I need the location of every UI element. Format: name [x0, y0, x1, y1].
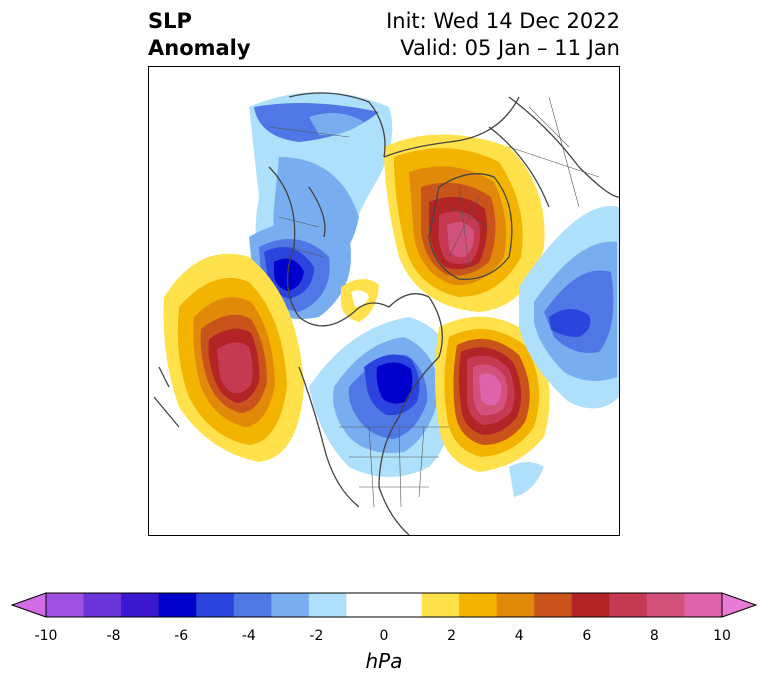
colorbar-segment: [346, 593, 385, 617]
colorbar-segment: [308, 593, 347, 617]
colorbar-segments: [46, 593, 723, 617]
coastlines: [153, 92, 619, 535]
colorbar-segment: [196, 593, 235, 617]
high-anomaly-atlantic: [435, 316, 550, 472]
colorbar-segment: [384, 593, 423, 617]
colorbar-segment: [121, 593, 160, 617]
map-panel: [148, 66, 620, 536]
chart-title-right: Init: Wed 14 Dec 2022 Valid: 05 Jan – 11…: [386, 8, 620, 62]
colorbar-segment: [233, 593, 272, 617]
low-anomaly-europe: [249, 92, 393, 319]
colorbar-segment: [271, 593, 310, 617]
colorbar-tick-label: 10: [713, 628, 731, 644]
colorbar-tick-label: -8: [106, 628, 121, 644]
colorbar-tick-label: -4: [241, 628, 256, 644]
high-anomaly-arctic: [384, 134, 545, 312]
colorbar-tick-label: 2: [447, 628, 457, 644]
colorbar-tick-label: 4: [514, 628, 524, 644]
colorbar-low-extend: [10, 592, 47, 618]
colorbar-segment: [684, 593, 723, 617]
colorbar-tick-label: 0: [379, 628, 389, 644]
high-anomaly-pacific: [163, 253, 304, 462]
colorbar-units-label: hPa: [365, 649, 403, 673]
colorbar-outline: [45, 592, 723, 618]
colorbar-tick-label: -2: [309, 628, 324, 644]
small-high-anomaly: [341, 278, 379, 322]
colorbar-tick-label: -10: [34, 628, 58, 644]
colorbar-segment: [609, 593, 648, 617]
colorbar-tick-label: -6: [174, 628, 189, 644]
colorbar-segment: [459, 593, 498, 617]
title-line-1: SLP: [148, 9, 192, 33]
colorbar-segment: [158, 593, 197, 617]
colorbar-segment: [421, 593, 460, 617]
colorbar-tick-label: 8: [649, 628, 659, 644]
colorbar-segment: [496, 593, 535, 617]
valid-date-label: Valid: 05 Jan – 11 Jan: [400, 36, 620, 60]
colorbar: [10, 592, 758, 618]
colorbar-high-extend: [721, 592, 758, 618]
colorbar-segment: [534, 593, 573, 617]
title-line-2: Anomaly: [148, 36, 251, 60]
colorbar-segment: [571, 593, 610, 617]
borders: [268, 96, 600, 508]
colorbar-segment: [646, 593, 685, 617]
colorbar-tick-label: 6: [582, 628, 592, 644]
init-date-label: Init: Wed 14 Dec 2022: [386, 9, 620, 33]
colorbar-segment: [83, 593, 122, 617]
low-anomaly-east: [509, 206, 619, 497]
colorbar-segment: [46, 593, 85, 617]
slp-anomaly-map: [153, 92, 619, 535]
chart-title-left: SLP Anomaly: [148, 8, 251, 62]
